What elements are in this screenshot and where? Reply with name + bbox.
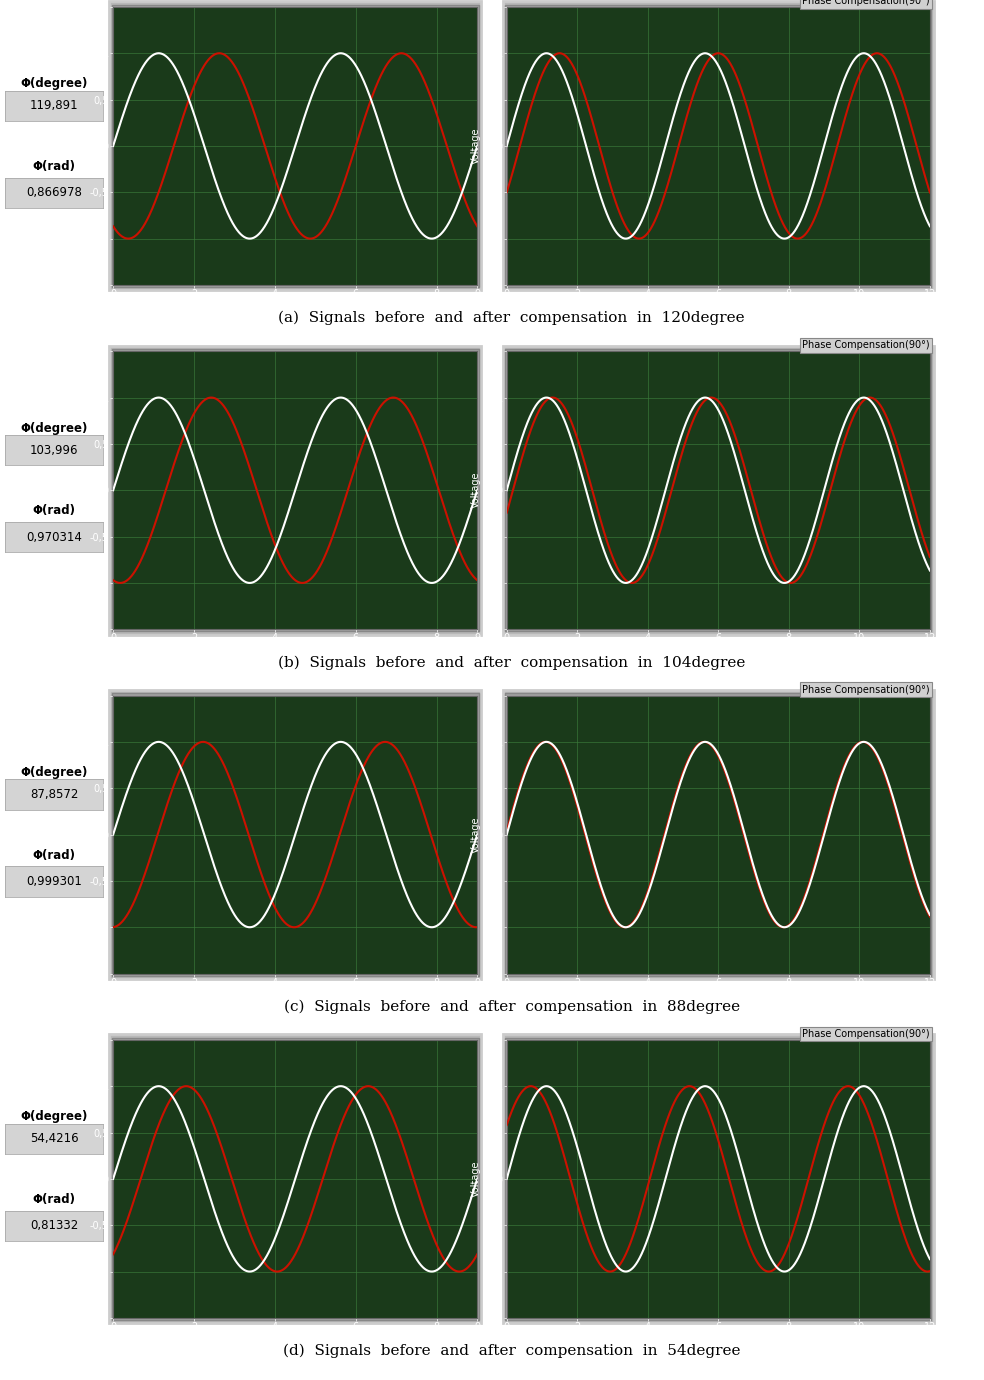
Text: 54,4216: 54,4216: [30, 1133, 79, 1145]
Text: 0,81332: 0,81332: [30, 1220, 79, 1232]
Text: 0,866978: 0,866978: [27, 186, 82, 199]
Y-axis label: Voltage: Voltage: [470, 1161, 481, 1196]
Text: Φ(degree): Φ(degree): [21, 77, 88, 90]
Text: Phase Compensation(90°): Phase Compensation(90°): [802, 684, 930, 694]
Text: (b)  Signals  before  and  after  compensation  in  104degree: (b) Signals before and after compensatio…: [278, 656, 745, 669]
Y-axis label: Voltage: Voltage: [77, 128, 88, 164]
Text: Φ(rad): Φ(rad): [32, 1194, 76, 1206]
Text: 119,891: 119,891: [30, 99, 79, 112]
Text: Phase Compensation(90°): Phase Compensation(90°): [802, 1029, 930, 1039]
Text: Φ(degree): Φ(degree): [21, 422, 88, 435]
Y-axis label: Voltage: Voltage: [77, 817, 88, 853]
Text: (c)  Signals  before  and  after  compensation  in  88degree: (c) Signals before and after compensatio…: [283, 999, 740, 1014]
Text: Phase Compensation(90°): Phase Compensation(90°): [802, 341, 930, 351]
Text: Φ(degree): Φ(degree): [21, 766, 88, 778]
Text: 103,996: 103,996: [30, 444, 79, 457]
Text: 0,970314: 0,970314: [27, 531, 82, 544]
Text: Φ(rad): Φ(rad): [32, 160, 76, 172]
Text: 0,999301: 0,999301: [27, 875, 82, 887]
Y-axis label: Voltage: Voltage: [470, 128, 481, 164]
Text: Phase Compensation(90°): Phase Compensation(90°): [802, 0, 930, 6]
Text: Φ(degree): Φ(degree): [21, 1111, 88, 1123]
Y-axis label: Voltage: Voltage: [77, 1161, 88, 1196]
Text: 87,8572: 87,8572: [30, 788, 79, 800]
Text: (a)  Signals  before  and  after  compensation  in  120degree: (a) Signals before and after compensatio…: [278, 310, 745, 326]
Text: Φ(rad): Φ(rad): [32, 849, 76, 861]
Y-axis label: Voltage: Voltage: [77, 472, 88, 508]
Y-axis label: Voltage: Voltage: [470, 472, 481, 508]
Text: (d)  Signals  before  and  after  compensation  in  54degree: (d) Signals before and after compensatio…: [283, 1344, 740, 1358]
Y-axis label: Voltage: Voltage: [470, 817, 481, 853]
Text: Φ(rad): Φ(rad): [32, 505, 76, 518]
